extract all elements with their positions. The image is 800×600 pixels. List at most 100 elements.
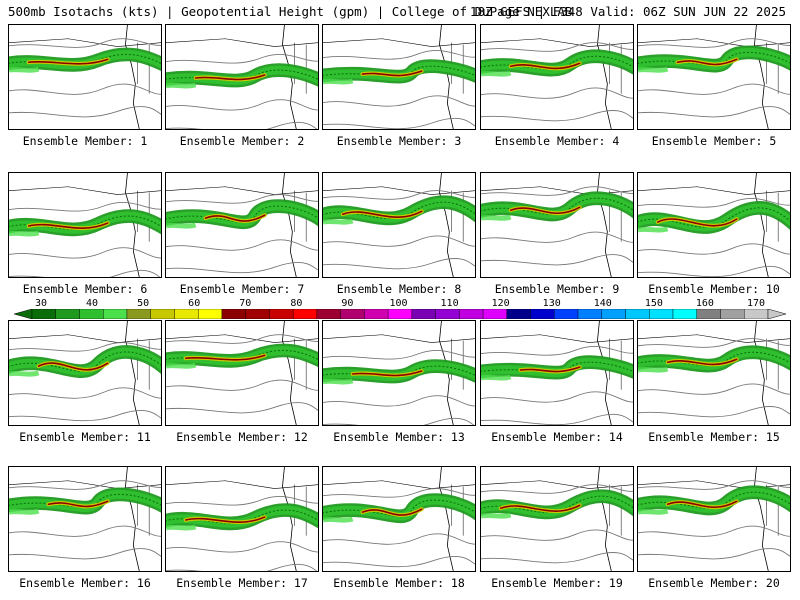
colorbar-swatch	[577, 309, 603, 319]
isotach-band-80kt	[666, 358, 738, 366]
colorbar-tick-label: 70	[239, 298, 252, 309]
colorbar-swatch	[554, 309, 579, 319]
height-contour	[481, 529, 633, 541]
ensemble-member-caption: Ensemble Member: 8	[336, 282, 462, 296]
height-contour	[638, 406, 790, 418]
height-contour	[9, 83, 161, 95]
map-svg	[9, 467, 161, 571]
isotach-band-40kt	[166, 362, 197, 369]
height-contour	[638, 338, 790, 348]
height-contour	[638, 548, 790, 560]
border-path	[323, 38, 475, 47]
height-contour	[481, 42, 633, 52]
isotach-contour	[638, 51, 790, 67]
height-contour	[481, 346, 633, 356]
isotach-band-80kt	[27, 222, 109, 229]
isotach-contour	[166, 205, 318, 223]
map-svg	[166, 173, 318, 277]
map-header: 500mb Isotachs (kts) | Geopotential Heig…	[8, 4, 792, 20]
colorbar-tick-label: 140	[593, 298, 612, 309]
colorbar-tick-label: 130	[542, 298, 561, 309]
colorbar-swatch	[31, 309, 56, 319]
height-contour	[323, 95, 475, 107]
ensemble-map-panel	[637, 320, 791, 426]
coastline-path	[282, 321, 297, 425]
height-contour	[323, 235, 475, 247]
height-contour	[166, 495, 318, 506]
height-contour	[638, 383, 790, 395]
height-contour	[166, 262, 318, 274]
coastline-path	[754, 25, 769, 129]
isotach-band-40kt	[323, 218, 354, 225]
isotach-band-40kt	[638, 508, 669, 515]
colorbar-swatch	[720, 309, 745, 319]
isotach-band-80kt	[184, 516, 266, 523]
border-path	[481, 186, 633, 195]
border-path	[638, 38, 790, 47]
isotach-band-80kt	[656, 218, 738, 227]
height-contour	[638, 265, 790, 277]
isotach-band-40kt	[638, 366, 669, 373]
ensemble-member-caption: Ensemble Member: 6	[22, 282, 148, 296]
ensemble-member-caption: Ensemble Member: 17	[176, 576, 308, 590]
colorbar-swatch	[103, 309, 128, 319]
ensemble-member-caption: Ensemble Member: 7	[179, 282, 305, 296]
isotach-contour	[481, 197, 633, 215]
colorbar-swatch	[459, 309, 484, 319]
colorbar-min-arrow	[14, 309, 33, 319]
isotach-band-80kt	[666, 500, 738, 509]
isotach-band-80kt	[194, 74, 266, 81]
height-contour	[166, 334, 318, 344]
isotach-band-80kt	[204, 214, 266, 222]
isotach-band-40kt	[9, 66, 40, 73]
coastline-path	[125, 467, 140, 571]
coastline-path	[754, 467, 769, 571]
height-contour	[166, 99, 318, 111]
colorbar-tick-label: 80	[290, 298, 303, 309]
map-svg	[166, 467, 318, 571]
height-contour	[323, 533, 475, 545]
ensemble-map-panel	[637, 172, 791, 278]
height-contour	[481, 552, 633, 564]
height-contour	[166, 239, 318, 251]
height-contour	[638, 38, 790, 48]
map-svg	[323, 25, 475, 129]
colorbar-max-arrow	[767, 309, 786, 319]
isotach-band-40kt	[323, 378, 354, 385]
coastline-path	[282, 173, 297, 277]
border-path	[9, 480, 161, 489]
coastline-path	[754, 321, 769, 425]
colorbar-swatch	[197, 309, 223, 319]
isotach-band-80kt	[361, 508, 423, 516]
height-contour	[166, 541, 318, 553]
border-path	[166, 186, 318, 195]
colorbar-swatch	[79, 309, 104, 319]
border-path	[638, 334, 790, 343]
ensemble-member-caption: Ensemble Member: 10	[648, 282, 780, 296]
coastline-path	[125, 321, 140, 425]
isotach-band-80kt	[27, 58, 109, 65]
map-svg	[166, 25, 318, 129]
coastline-path	[597, 173, 612, 277]
height-contour	[638, 480, 790, 490]
isotach-band-40kt	[9, 370, 40, 377]
ensemble-member-caption: Ensemble Member: 14	[491, 430, 623, 444]
height-contour	[323, 417, 475, 425]
map-svg	[323, 321, 475, 425]
height-contour	[481, 186, 633, 196]
height-contour	[9, 247, 161, 259]
colorbar-swatch	[601, 309, 626, 319]
colorbar-tick-label: 60	[188, 298, 201, 309]
border-path	[9, 334, 161, 343]
height-contour	[166, 379, 318, 391]
isotach-band-80kt	[351, 370, 423, 377]
colorbar-tick-label: 120	[491, 298, 510, 309]
colorbar-tick-label: 90	[341, 298, 354, 309]
ensemble-member-caption: Ensemble Member: 4	[494, 134, 620, 148]
map-svg	[9, 25, 161, 129]
height-contour	[481, 254, 633, 266]
ensemble-member-caption: Ensemble Member: 5	[651, 134, 777, 148]
map-svg	[166, 321, 318, 425]
height-contour	[166, 121, 318, 129]
height-contour	[323, 395, 475, 407]
